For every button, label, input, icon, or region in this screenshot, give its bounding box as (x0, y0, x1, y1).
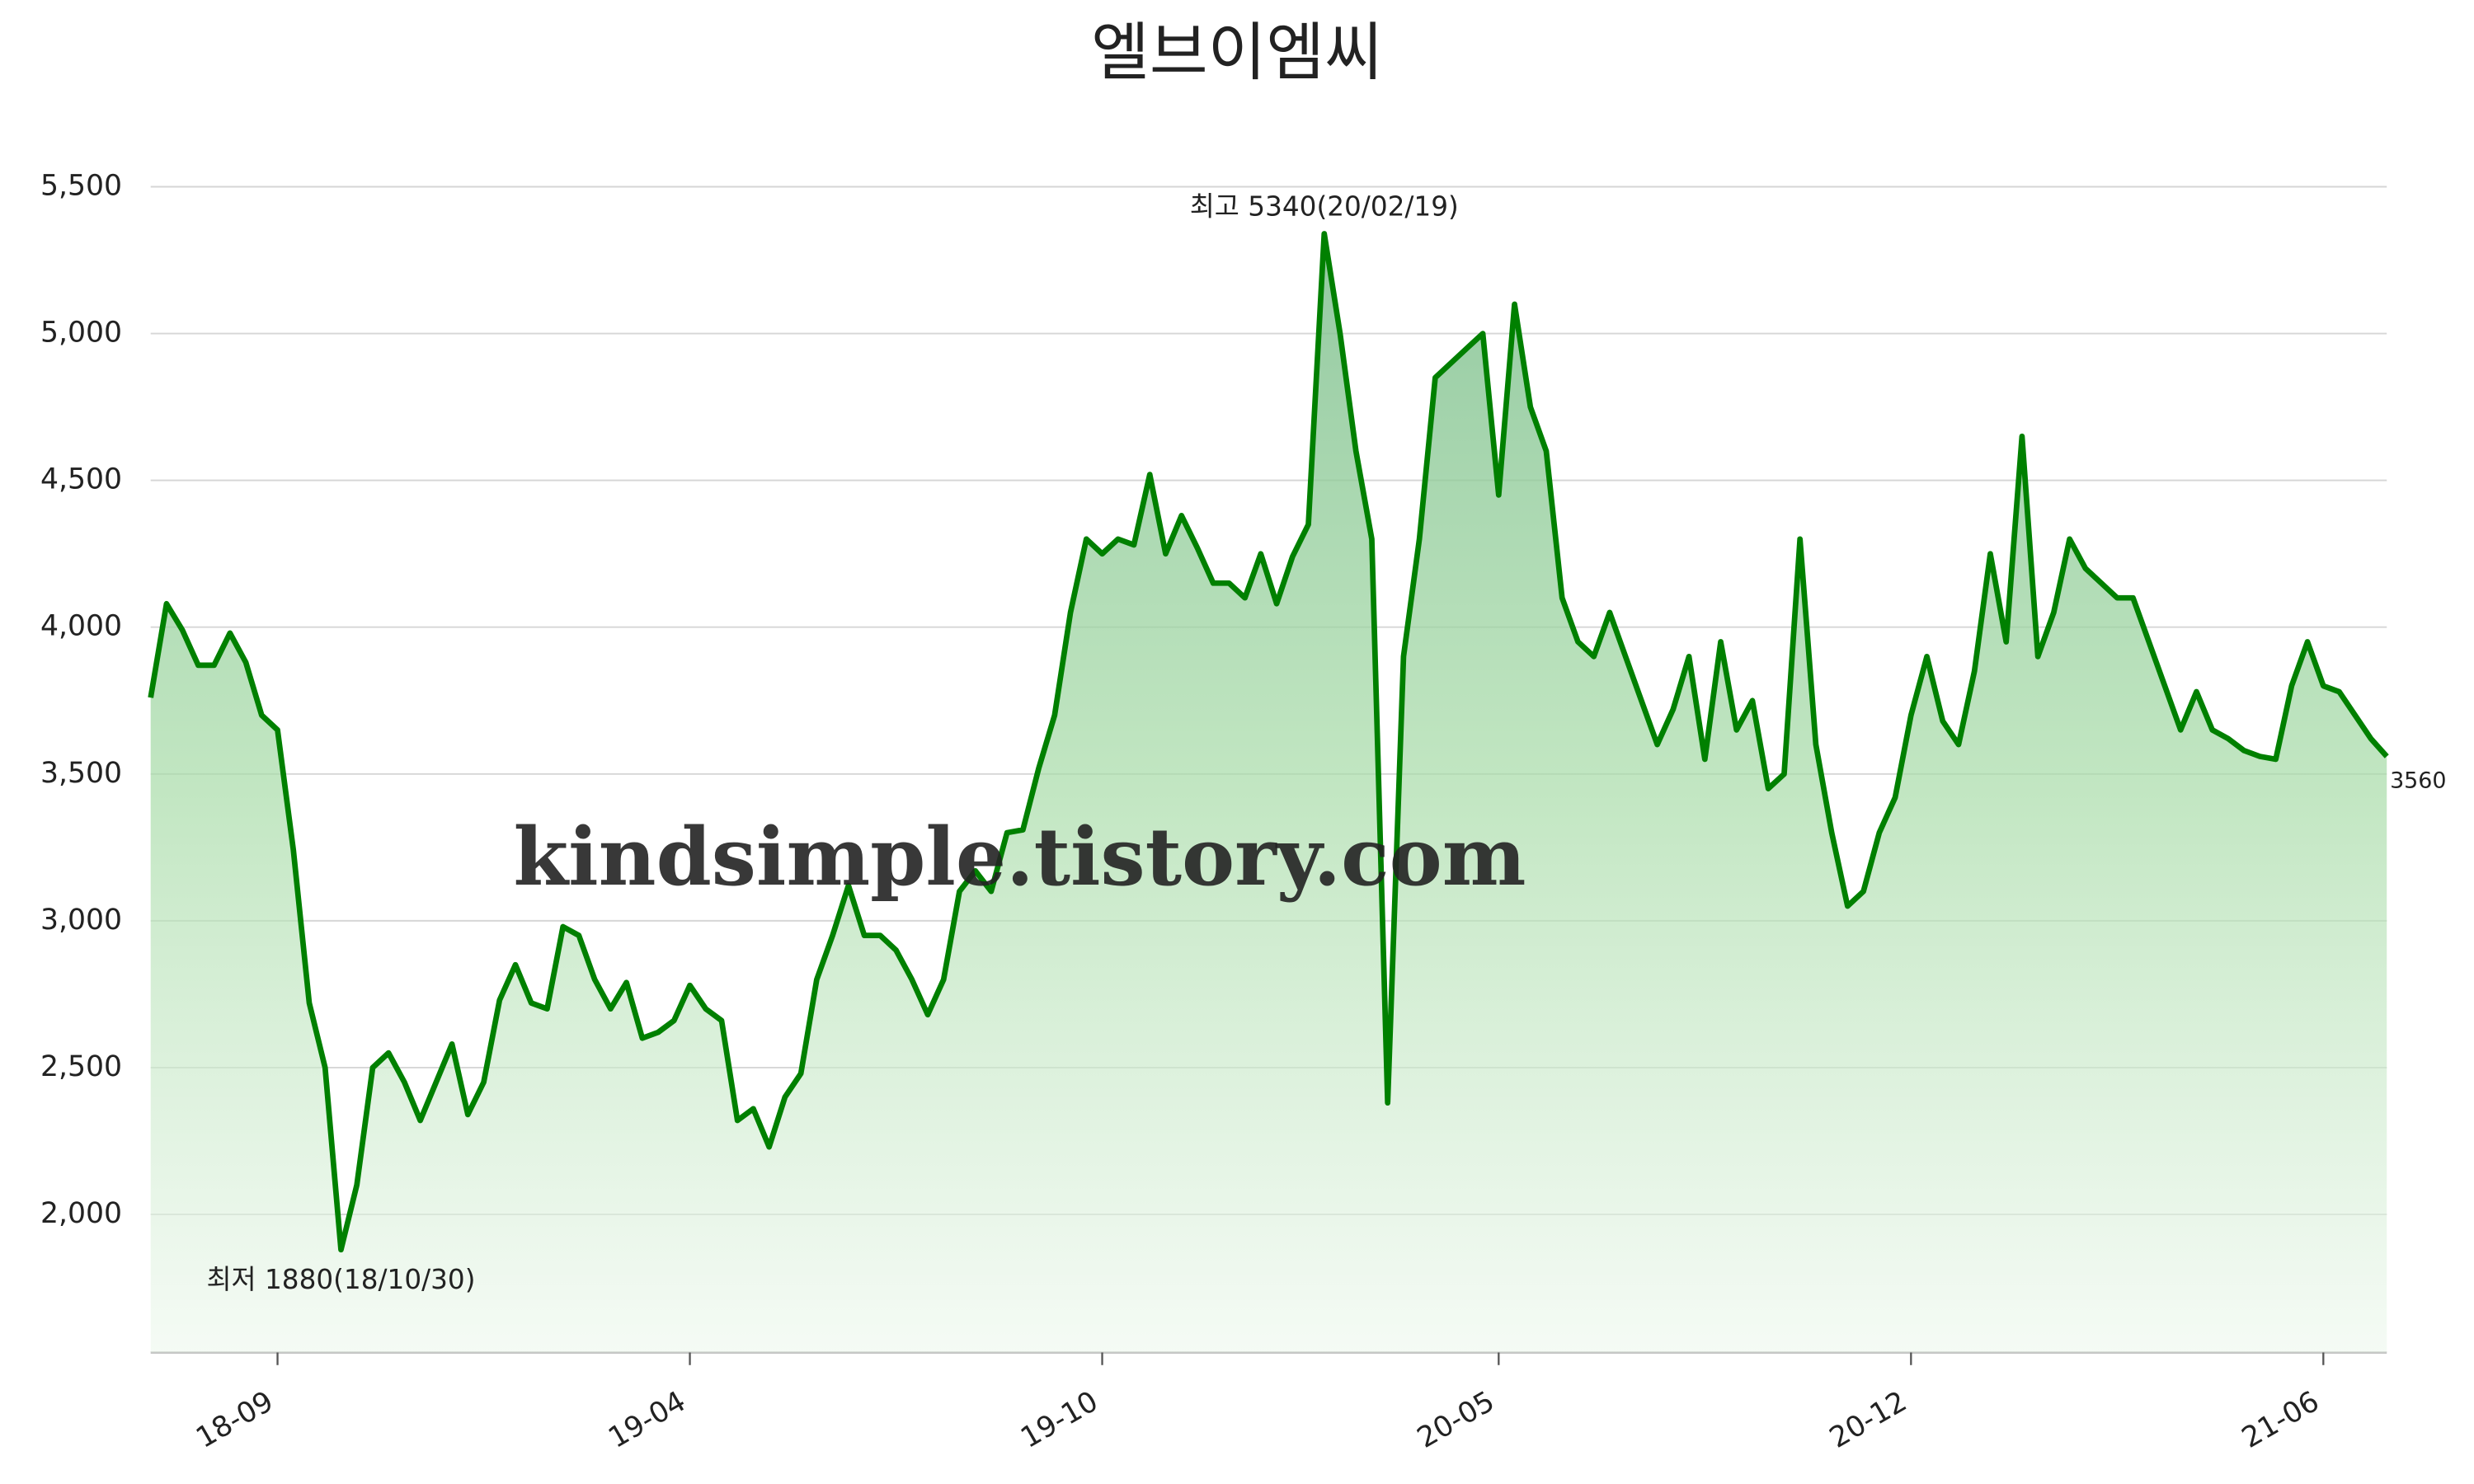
y-tick-label: 3,000 (40, 904, 122, 937)
y-tick-label: 4,500 (40, 463, 122, 496)
y-tick-label: 4,000 (40, 610, 122, 643)
y-tick-label: 3,500 (40, 757, 122, 790)
area (150, 233, 2387, 1353)
x-tick-label: 19-10 (1015, 1385, 1103, 1455)
low-annotation: 최저 1880(18/10/30) (206, 1264, 475, 1295)
watermark: kindsimple.tistory.com (514, 810, 1526, 904)
y-tick-label: 2,000 (40, 1197, 122, 1230)
y-tick-label: 5,000 (40, 317, 122, 350)
line (148, 231, 2389, 1253)
x-tick-label: 21-06 (2236, 1385, 2325, 1455)
x-tick-label: 19-04 (603, 1385, 691, 1455)
end-value-label: 3560 (2390, 768, 2446, 794)
x-tick-label: 20-12 (1824, 1385, 1912, 1455)
y-tick-label: 5,500 (40, 169, 122, 202)
x-tick-label: 20-05 (1412, 1385, 1500, 1455)
chart-title: 엘브이엠씨 (1091, 16, 1383, 90)
high-annotation: 최고 5340(20/02/19) (1190, 191, 1459, 223)
x-tick-label: 18-09 (190, 1385, 279, 1455)
y-tick-label: 2,500 (40, 1050, 122, 1083)
